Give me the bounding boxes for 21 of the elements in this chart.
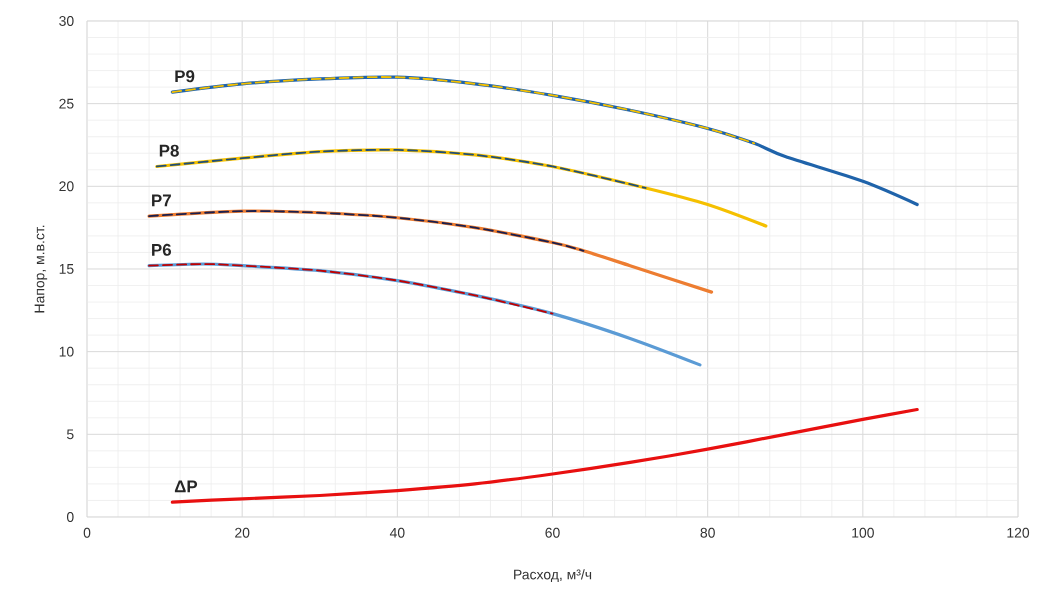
x-tick-label: 100 (852, 527, 874, 538)
series-label: P9 (175, 70, 195, 83)
series-label: P8 (159, 144, 179, 157)
x-tick-label: 80 (700, 527, 715, 538)
x-tick-label: 0 (83, 527, 91, 538)
y-tick-label: 25 (59, 98, 74, 109)
series-label: ΔP (174, 480, 198, 493)
y-tick-label: 15 (59, 264, 74, 274)
x-tick-label: 20 (235, 527, 250, 538)
series-label: P7 (152, 194, 171, 207)
y-tick-label: 0 (66, 512, 74, 522)
x-tick-label: 60 (545, 527, 560, 538)
x-tick-label: 120 (1007, 527, 1030, 538)
y-tick-label: 10 (59, 346, 74, 357)
x-tick-label: 40 (389, 527, 405, 538)
y-tick-label: 5 (66, 429, 74, 440)
series-label: P6 (152, 243, 172, 256)
y-tick-label: 30 (59, 16, 74, 26)
x-axis-title: Расход, м³/ч (514, 569, 592, 583)
y-tick-label: 20 (59, 181, 74, 192)
y-axis-title: Напор, м.в.ст. (34, 225, 48, 313)
